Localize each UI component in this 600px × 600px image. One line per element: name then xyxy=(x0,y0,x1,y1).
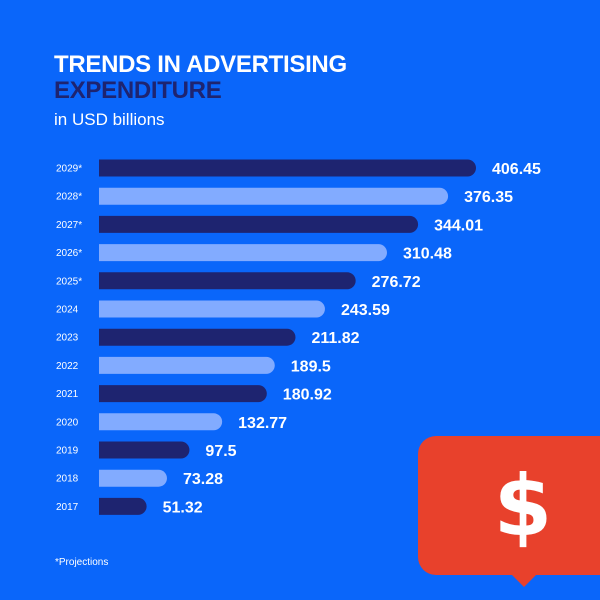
bar xyxy=(99,300,325,318)
value-label: 73.28 xyxy=(183,471,223,488)
value-label: 189.5 xyxy=(291,358,331,375)
bar xyxy=(99,272,356,290)
bar xyxy=(99,413,223,431)
value-label: 310.48 xyxy=(403,246,452,263)
category-label: 2027* xyxy=(56,220,82,231)
bar xyxy=(99,469,167,487)
bar xyxy=(99,159,476,177)
category-label: 2024 xyxy=(56,305,79,316)
category-label: 2022 xyxy=(56,361,79,372)
chart-title-line2: EXPENDITURE xyxy=(54,77,222,104)
value-label: 406.45 xyxy=(492,161,541,178)
category-label: 2025* xyxy=(56,276,82,287)
value-label: 276.72 xyxy=(372,274,421,291)
category-label: 2023 xyxy=(56,333,79,344)
chart-title-line1: TRENDS IN ADVERTISING xyxy=(54,51,347,78)
category-label: 2018 xyxy=(56,474,79,485)
category-label: 2028* xyxy=(56,192,82,203)
bar xyxy=(99,215,419,233)
value-label: 51.32 xyxy=(163,499,203,516)
value-label: 180.92 xyxy=(283,387,332,404)
bar xyxy=(99,441,190,459)
dollar-icon: $ xyxy=(493,456,553,555)
chart-subtitle: in USD billions xyxy=(54,110,165,129)
category-label: 2026* xyxy=(56,248,82,259)
category-label: 2029* xyxy=(56,164,82,175)
value-label: 132.77 xyxy=(238,415,287,432)
bar xyxy=(99,497,147,515)
footnote-projections: *Projections xyxy=(55,557,109,568)
bar xyxy=(99,385,267,403)
category-label: 2021 xyxy=(56,389,79,400)
dollar-badge-pointer xyxy=(511,574,537,587)
bar xyxy=(99,187,449,205)
value-label: 344.01 xyxy=(434,217,483,234)
value-label: 376.35 xyxy=(464,189,513,206)
category-label: 2019 xyxy=(56,446,79,457)
bar xyxy=(99,356,275,374)
value-label: 211.82 xyxy=(311,330,359,347)
dollar-badge xyxy=(418,436,600,575)
bar xyxy=(99,328,296,346)
bar xyxy=(99,244,387,262)
value-label: 243.59 xyxy=(341,302,390,319)
value-label: 97.5 xyxy=(205,443,236,460)
category-label: 2017 xyxy=(56,502,79,513)
category-label: 2020 xyxy=(56,417,79,428)
